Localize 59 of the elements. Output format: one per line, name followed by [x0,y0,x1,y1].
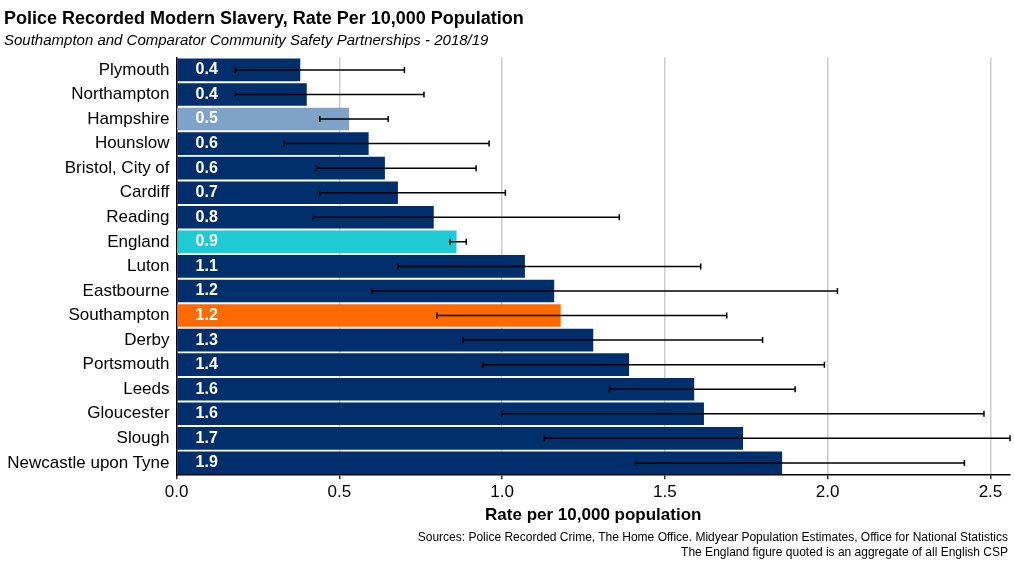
bar [177,107,350,131]
x-tick-label: 0.5 [327,482,352,502]
data-label: 1.6 [195,379,218,397]
data-label: 1.1 [195,256,218,274]
bar [177,353,630,376]
y-tick-label: England [107,231,170,251]
y-tick-label: Newcastle upon Tyne [7,452,170,472]
bar [177,181,398,205]
data-label: 0.4 [195,60,218,78]
data-label: 1.4 [195,355,218,373]
chart-title: Police Recorded Modern Slavery, Rate Per 10,000 Population [4,7,524,28]
x-tick-label: 1.0 [490,482,514,502]
y-tick-label: Luton [126,256,170,276]
bar [177,427,744,450]
y-tick-label: Bristol, City of [64,157,170,177]
bar [177,279,555,303]
data-label: 0.9 [195,232,218,250]
y-tick-label: Hampshire [87,108,170,128]
x-tick-label: 2.0 [815,482,840,502]
data-label: 0.6 [195,158,218,176]
y-tick-label: Reading [106,206,170,226]
y-tick-label: Hounslow [94,133,171,153]
data-label: 0.6 [195,133,218,151]
y-tick-label: Slough [116,428,170,448]
y-tick-label: Derby [124,329,171,349]
y-tick-label: Cardiff [119,182,170,202]
bar [177,451,783,475]
bar [177,156,385,180]
y-tick-label: Gloucester [87,403,170,423]
x-tick-label: 0.0 [164,482,189,502]
y-tick-label: Portsmouth [82,354,170,374]
y-tick-label: Leeds [123,378,170,398]
data-label: 1.2 [195,305,218,323]
y-tick-label: Northampton [71,84,170,104]
x-tick-label: 1.5 [653,482,677,502]
data-label: 0.4 [195,84,218,102]
bar [177,205,434,229]
data-label: 1.6 [195,404,218,422]
y-tick-label: Eastbourne [82,280,170,300]
y-tick-label: Plymouth [98,59,170,79]
bar [177,328,594,352]
bar [177,255,525,278]
data-label: 0.8 [195,207,218,225]
source-note: Sources: Police Recorded Crime, The Home Office. Midyear Population Estimates, Office for National Statistics [416,530,1008,545]
bar [177,304,561,327]
y-tick-label: Southampton [68,305,170,325]
data-label: 1.9 [195,453,218,471]
chart-subtitle: Southampton and Comparator Community Safety Partnerships - 2018/19 [4,30,490,48]
x-tick-label: 2.5 [978,482,1003,502]
x-axis-title: Rate per 10,000 population [485,505,702,525]
data-label: 0.5 [195,109,218,127]
text: The England figure quoted is an aggregate of all English CSP [680,545,1008,560]
bar [177,230,457,254]
bar [177,83,307,106]
bar [177,132,369,155]
data-label: 1.2 [195,281,218,299]
data-label: 1.7 [195,428,218,446]
data-label: 0.7 [195,183,218,201]
data-label: 1.3 [195,330,218,348]
